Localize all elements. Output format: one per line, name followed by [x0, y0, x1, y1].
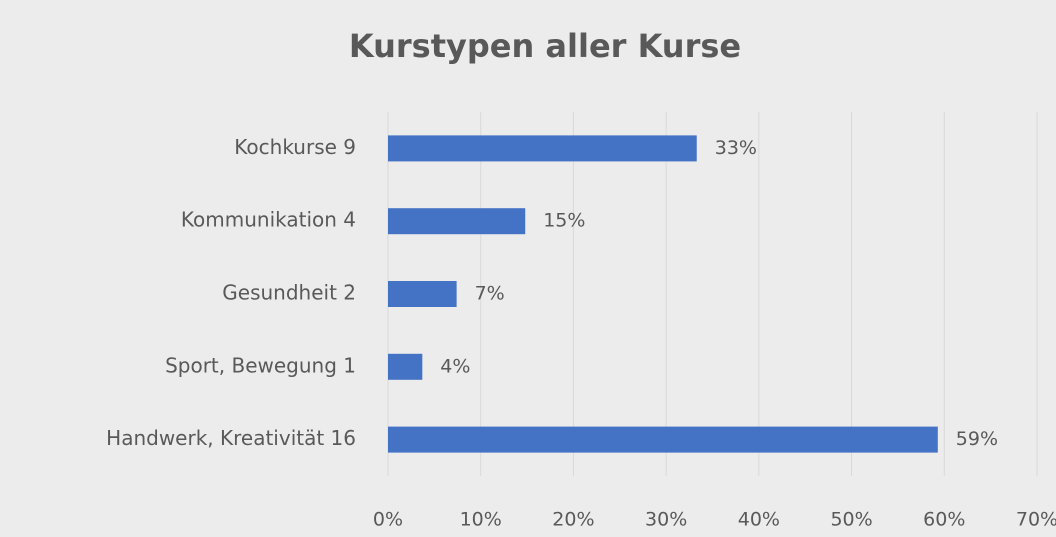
- y-tick-label: Gesundheit 2: [222, 281, 356, 305]
- chart-title: Kurstypen aller Kurse: [349, 27, 741, 65]
- data-label: 7%: [475, 283, 505, 305]
- y-tick-label: Handwerk, Kreativität 16: [106, 426, 356, 450]
- data-label: 59%: [956, 428, 998, 450]
- y-tick-label: Sport, Bewegung 1: [165, 353, 356, 377]
- bar: [388, 135, 697, 162]
- x-tick-label: 20%: [552, 509, 594, 531]
- data-label: 4%: [440, 355, 470, 377]
- x-tick-label: 70%: [1016, 509, 1056, 531]
- y-tick-label: Kommunikation 4: [181, 208, 356, 232]
- bar: [388, 353, 423, 380]
- x-tick-label: 50%: [830, 509, 872, 531]
- x-tick-label: 0%: [373, 509, 403, 531]
- y-tick-label: Kochkurse 9: [234, 135, 356, 159]
- bar: [388, 208, 526, 235]
- data-label: 33%: [715, 137, 757, 159]
- x-tick-label: 60%: [923, 509, 965, 531]
- bar: [388, 426, 938, 453]
- x-tick-label: 30%: [645, 509, 687, 531]
- x-tick-label: 40%: [738, 509, 780, 531]
- x-tick-label: 10%: [460, 509, 502, 531]
- bar: [388, 281, 457, 307]
- data-label: 15%: [543, 210, 585, 232]
